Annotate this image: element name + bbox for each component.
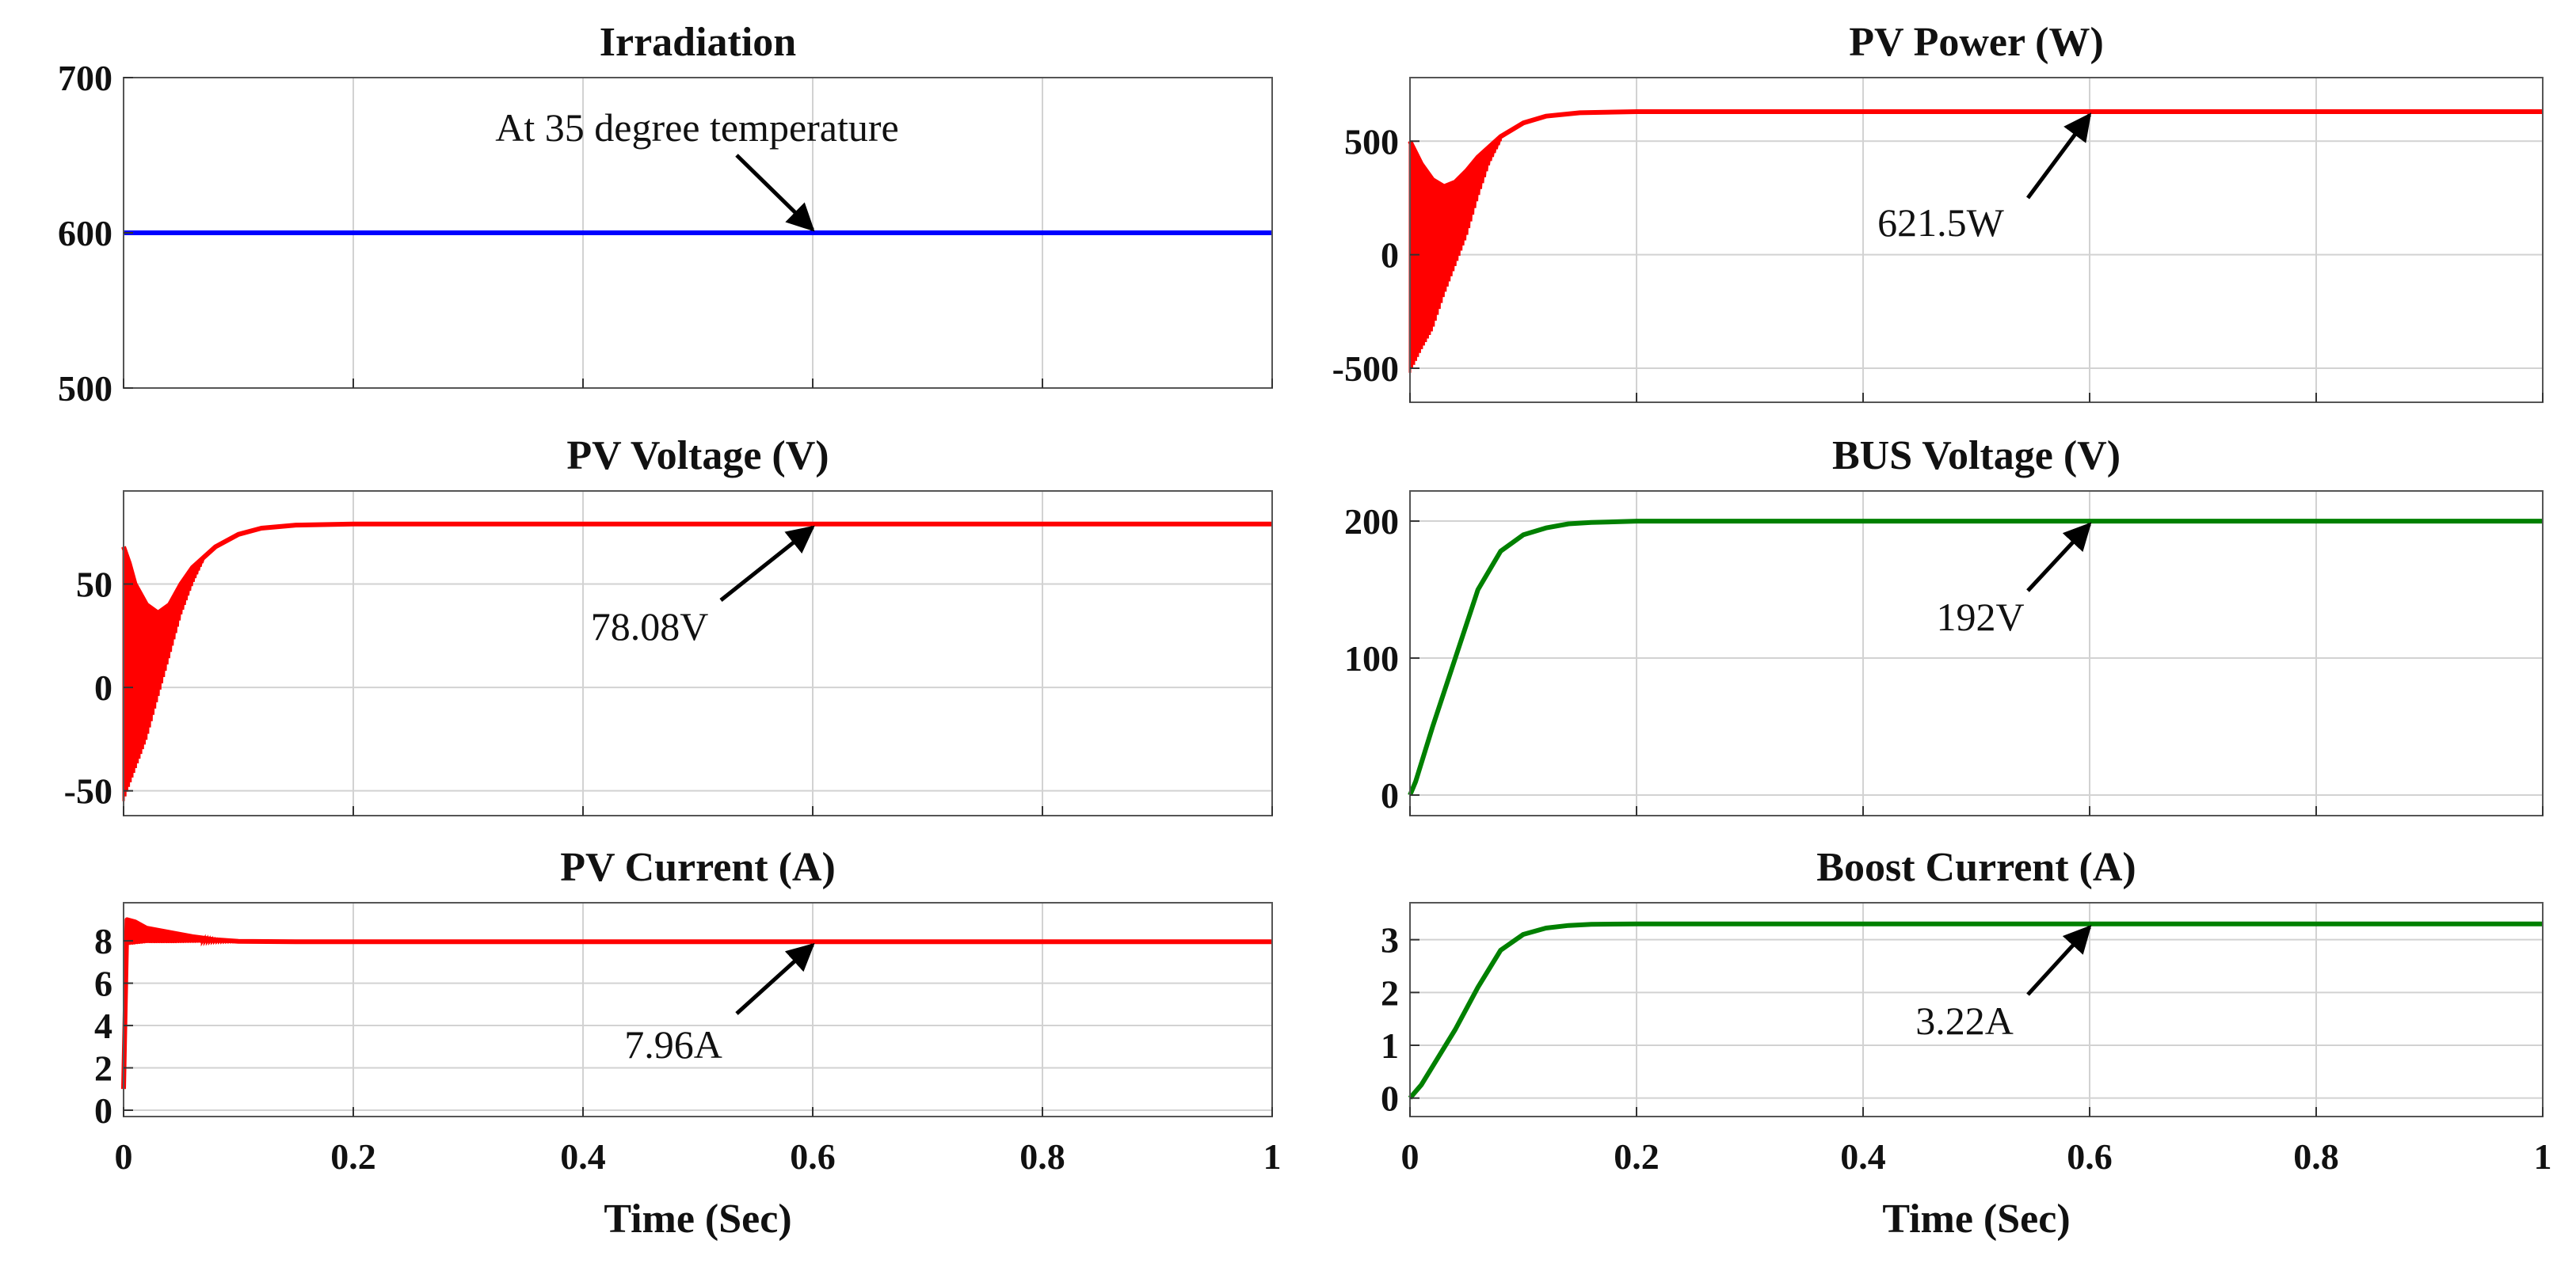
annotation-arrow <box>735 154 815 232</box>
x-tick-label: 0.8 <box>2293 1136 2339 1177</box>
x-tick-label: 0.4 <box>560 1136 606 1177</box>
panel-title: Irradiation <box>600 20 797 65</box>
x-tick-label: 1 <box>1263 1136 1282 1177</box>
panel-title: Boost Current (A) <box>1816 845 2136 890</box>
y-tick-label: 50 <box>76 565 112 605</box>
axes-frame-1 <box>1409 77 2544 403</box>
annotation-arrow <box>2026 925 2092 996</box>
annotation-label: 621.5W <box>1877 200 2005 245</box>
series-line <box>1408 519 2543 797</box>
y-tick-label: 0 <box>94 1090 112 1131</box>
series-line <box>1408 109 2543 189</box>
series-oscillation-band <box>1408 136 1502 373</box>
y-tick-label: 4 <box>94 1006 112 1046</box>
y-tick-label: 2 <box>1381 972 1399 1013</box>
series-oscillation-band <box>122 546 205 801</box>
annotation-arrow <box>2026 522 2092 592</box>
x-tick-label: 0 <box>1401 1136 1419 1177</box>
y-tick-label: 700 <box>58 58 112 98</box>
annotation-label: 78.08V <box>591 604 709 649</box>
x-tick-label: 0.6 <box>2067 1136 2113 1177</box>
plot-area-5 <box>1410 903 2543 1117</box>
y-tick-label: 200 <box>1344 501 1399 542</box>
y-tick-label: 600 <box>58 213 112 253</box>
annotation-arrow <box>735 942 815 1015</box>
x-axis-label: Time (Sec) <box>604 1197 791 1242</box>
axes-frame-5 <box>1409 902 2544 1117</box>
y-tick-label: 6 <box>94 964 112 1004</box>
x-tick-label: 0 <box>115 1136 133 1177</box>
panel-title: PV Current (A) <box>560 845 836 890</box>
y-tick-label: 2 <box>94 1048 112 1089</box>
panel-title: PV Voltage (V) <box>566 433 829 478</box>
y-tick-label: 500 <box>58 368 112 409</box>
y-tick-label: 500 <box>1344 121 1399 162</box>
panel-title: PV Power (W) <box>1849 20 2104 65</box>
plot-area-4 <box>124 903 1272 1117</box>
annotation-arrow <box>719 525 815 602</box>
x-tick-label: 0.2 <box>1614 1136 1660 1177</box>
x-tick-label: 0.4 <box>1840 1136 1886 1177</box>
axes-frame-2 <box>123 490 1273 816</box>
x-tick-label: 0.2 <box>330 1136 376 1177</box>
series-line <box>1408 921 2543 1100</box>
x-tick-label: 1 <box>2534 1136 2552 1177</box>
y-tick-label: 8 <box>94 921 112 961</box>
y-tick-label: 0 <box>1381 775 1399 816</box>
plot-area-2 <box>124 491 1272 816</box>
x-axis-label: Time (Sec) <box>1882 1197 2070 1242</box>
plot-area-1 <box>1410 78 2543 402</box>
annotation-label: 3.22A <box>1915 999 2014 1043</box>
y-tick-label: 0 <box>1381 1079 1399 1119</box>
y-tick-label: -50 <box>64 771 112 812</box>
y-tick-label: 3 <box>1381 920 1399 961</box>
series-line <box>121 917 1272 1090</box>
annotation-label: At 35 degree temperature <box>495 105 898 150</box>
annotation-arrow <box>2025 112 2092 200</box>
annotation-label: 192V <box>1936 595 2024 639</box>
y-tick-label: 100 <box>1344 638 1399 679</box>
x-tick-label: 0.8 <box>1019 1136 1065 1177</box>
y-tick-label: 0 <box>94 668 112 708</box>
axes-frame-4 <box>123 902 1273 1117</box>
y-tick-label: -500 <box>1332 348 1399 389</box>
plot-area-3 <box>1410 491 2543 816</box>
annotation-label: 7.96A <box>624 1022 722 1067</box>
axes-frame-3 <box>1409 490 2544 816</box>
panel-title: BUS Voltage (V) <box>1832 433 2121 478</box>
series-line <box>121 521 1272 616</box>
x-tick-label: 0.6 <box>790 1136 836 1177</box>
y-tick-label: 0 <box>1381 235 1399 276</box>
y-tick-label: 1 <box>1381 1025 1399 1066</box>
